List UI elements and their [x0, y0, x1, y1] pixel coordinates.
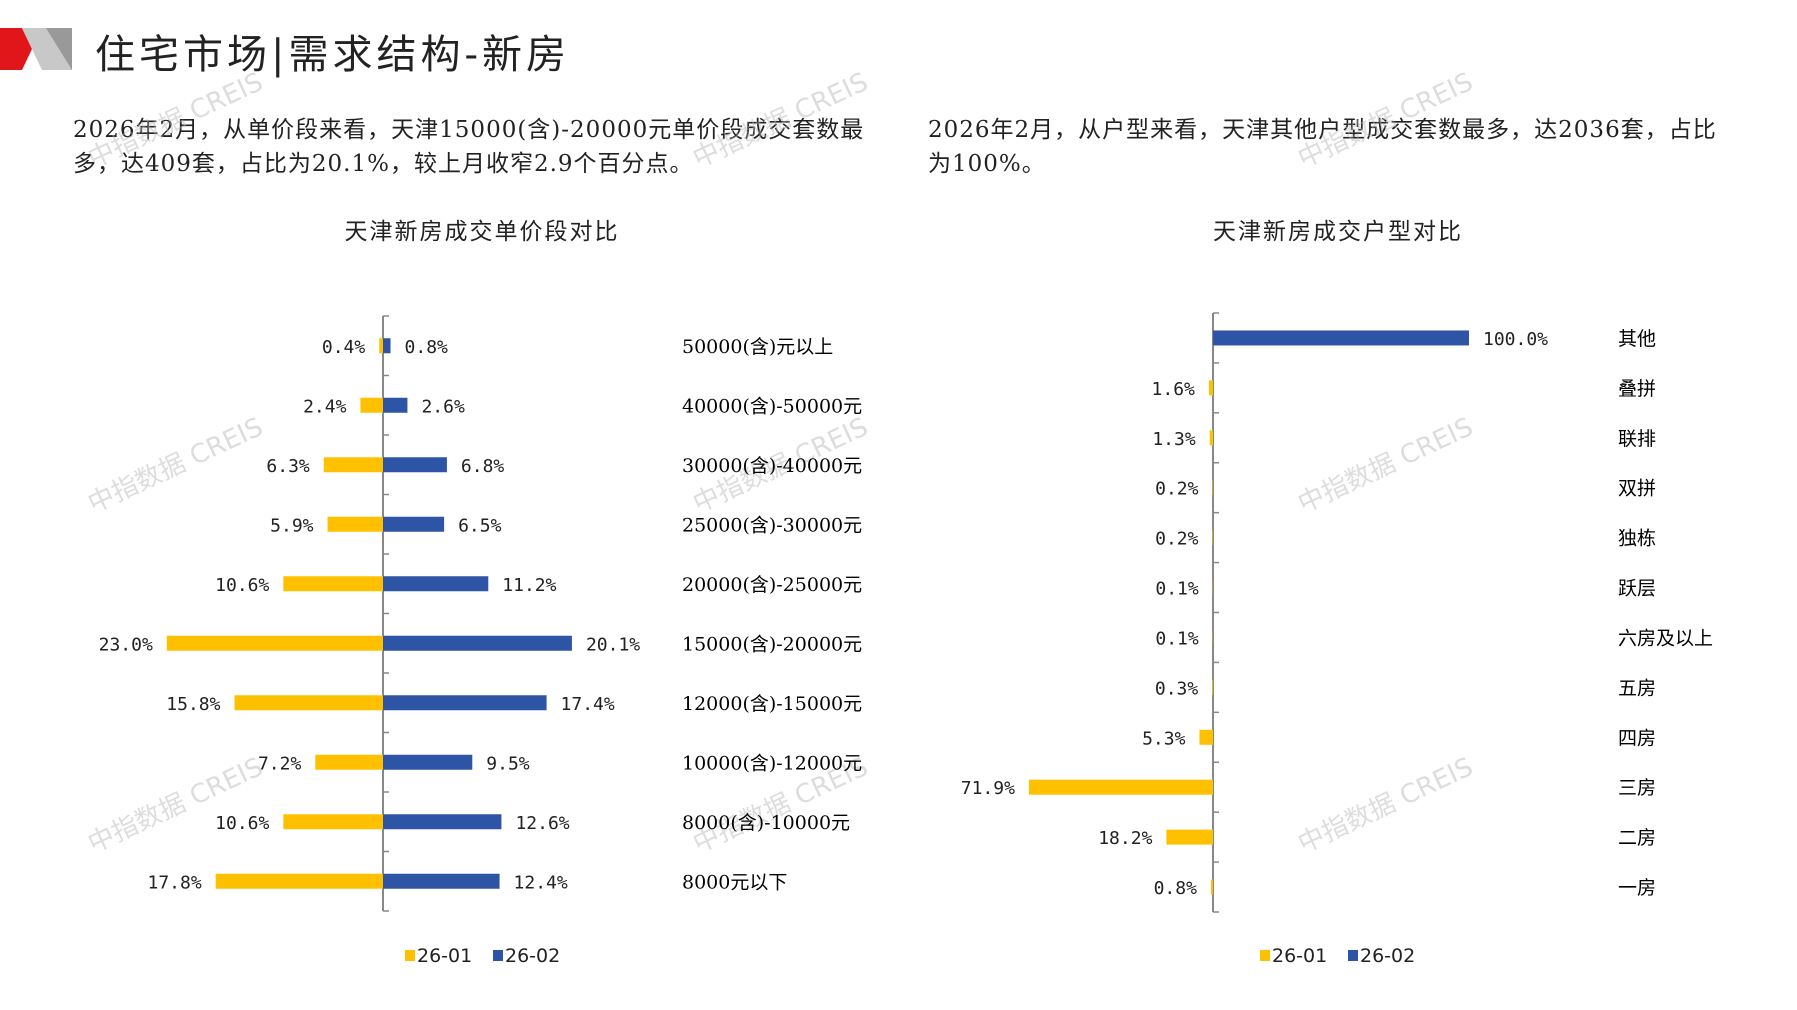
bar-26-01	[283, 576, 383, 592]
data-label: 20.1%	[586, 634, 640, 655]
data-label: 0.4%	[322, 337, 366, 358]
bar-26-01	[360, 397, 383, 413]
data-label: 2.4%	[303, 396, 347, 417]
bar-26-02	[383, 457, 447, 473]
bar-26-01	[1210, 879, 1213, 895]
right-summary: 2026年2月，从户型来看，天津其他户型成交套数最多，达2036套，占比为100…	[928, 117, 1717, 177]
bar-26-01	[323, 457, 383, 473]
category-label: 二房	[1618, 827, 1656, 849]
category-label: 三房	[1618, 777, 1656, 799]
data-label: 9.5%	[486, 753, 530, 774]
data-label: 0.2%	[1155, 529, 1199, 550]
category-label: 六房及以上	[1618, 627, 1713, 649]
legend-label: 26-01	[1272, 945, 1327, 967]
page-title: 住宅市场|需求结构-新房	[95, 32, 570, 78]
bar-26-02	[383, 576, 489, 592]
bar-26-01	[315, 754, 383, 770]
data-label: 1.6%	[1152, 379, 1196, 400]
bar-26-01	[379, 338, 383, 354]
category-label: 50000(含)元以上	[682, 336, 833, 358]
data-label: 11.2%	[502, 575, 556, 596]
legend-swatch	[1260, 950, 1270, 961]
data-label: 18.2%	[1098, 828, 1152, 849]
right-chart-title: 天津新房成交户型对比	[1213, 219, 1463, 245]
bar-26-01	[1208, 380, 1213, 396]
bar-26-01	[1199, 729, 1213, 745]
bar-26-01	[1212, 480, 1213, 496]
data-label: 5.9%	[270, 515, 314, 536]
legend-swatch	[493, 950, 503, 961]
data-label: 15.8%	[166, 694, 220, 715]
bar-26-01	[1212, 530, 1213, 546]
data-label: 12.6%	[515, 813, 569, 834]
bar-26-01	[234, 695, 383, 711]
category-label: 五房	[1618, 677, 1656, 699]
legend-label: 26-02	[1360, 945, 1415, 967]
data-label: 5.3%	[1142, 728, 1186, 749]
category-label: 独栋	[1618, 528, 1656, 550]
category-label: 12000(含)-15000元	[682, 693, 862, 715]
bar-26-01	[1166, 829, 1213, 845]
data-label: 23.0%	[99, 634, 153, 655]
bar-26-01	[166, 635, 383, 651]
legend-label: 26-02	[505, 945, 560, 967]
bar-26-01	[1212, 679, 1213, 695]
data-label: 12.4%	[514, 872, 568, 893]
bar-26-01	[283, 814, 383, 830]
bar-26-02	[383, 338, 391, 354]
category-label: 其他	[1618, 328, 1656, 350]
data-label: 10.6%	[215, 575, 269, 596]
category-label: 跃层	[1618, 578, 1656, 600]
category-label: 一房	[1618, 877, 1656, 899]
legend-swatch	[405, 950, 415, 961]
category-label: 20000(含)-25000元	[682, 574, 862, 596]
category-label: 双拼	[1618, 478, 1656, 500]
data-label: 0.8%	[1154, 878, 1198, 899]
bar-26-01	[327, 516, 383, 532]
category-label: 30000(含)-40000元	[682, 455, 862, 477]
data-label: 6.5%	[458, 515, 502, 536]
bar-26-02	[383, 814, 502, 830]
legend-label: 26-01	[417, 945, 472, 967]
bar-26-02	[383, 754, 473, 770]
bar-26-02	[383, 397, 408, 413]
category-label: 8000元以下	[682, 871, 787, 893]
data-label: 71.9%	[961, 778, 1015, 799]
bar-26-02	[383, 516, 445, 532]
bar-26-02	[383, 635, 572, 651]
data-label: 17.8%	[147, 872, 201, 893]
left-summary: 2026年2月，从单价段来看，天津15000(含)-20000元单价段成交套数最…	[73, 117, 865, 177]
left-chart-title: 天津新房成交单价段对比	[344, 219, 620, 245]
bar-26-01	[1028, 779, 1213, 795]
bar-26-01	[1209, 430, 1213, 446]
data-label: 2.6%	[421, 396, 465, 417]
bar-26-01	[215, 873, 383, 889]
category-label: 联排	[1618, 428, 1656, 450]
category-label: 15000(含)-20000元	[682, 633, 862, 655]
category-label: 40000(含)-50000元	[682, 395, 862, 417]
logo-icon	[0, 28, 72, 70]
data-label: 0.2%	[1155, 479, 1199, 500]
data-label: 0.8%	[405, 337, 449, 358]
data-label: 0.1%	[1155, 628, 1199, 649]
data-label: 7.2%	[258, 753, 302, 774]
data-label: 100.0%	[1483, 329, 1548, 350]
data-label: 0.3%	[1155, 678, 1199, 699]
category-label: 叠拼	[1618, 378, 1656, 400]
category-label: 25000(含)-30000元	[682, 514, 862, 536]
category-label: 四房	[1618, 727, 1656, 749]
bar-26-02	[383, 873, 500, 889]
data-label: 0.1%	[1155, 579, 1199, 600]
data-label: 6.3%	[266, 456, 310, 477]
category-label: 10000(含)-12000元	[682, 752, 862, 774]
data-label: 1.3%	[1152, 429, 1196, 450]
legend-swatch	[1348, 950, 1358, 961]
data-label: 6.8%	[461, 456, 505, 477]
data-label: 17.4%	[561, 694, 615, 715]
bar-26-02	[383, 695, 547, 711]
bar-26-02	[1213, 330, 1469, 346]
category-label: 8000(含)-10000元	[682, 812, 850, 834]
data-label: 10.6%	[215, 813, 269, 834]
